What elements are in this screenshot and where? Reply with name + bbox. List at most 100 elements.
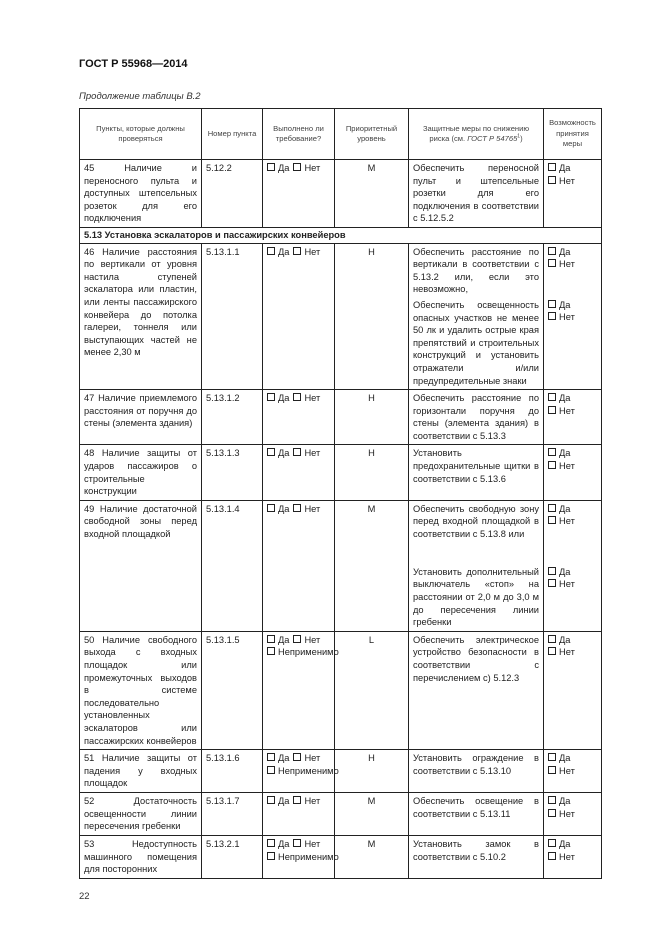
checkbox-yes[interactable]: Да (548, 634, 570, 647)
checkbox-box-icon[interactable] (548, 851, 556, 860)
checkbox-box-icon[interactable] (267, 246, 275, 255)
checkbox-no[interactable]: Нет (548, 258, 575, 271)
checkbox-yes[interactable]: Да (548, 752, 570, 765)
table-header-row: Пункты, которые должны проверяться Номер… (79, 108, 602, 160)
checkbox-box-icon[interactable] (548, 503, 556, 512)
checkbox-label: Да (278, 838, 290, 849)
checkbox-box-icon[interactable] (267, 838, 275, 847)
checkbox-label: Да (278, 634, 290, 645)
checkbox-yes[interactable]: Да (548, 566, 570, 579)
checkbox-box-icon[interactable] (267, 163, 275, 171)
checkbox-box-icon[interactable] (293, 246, 302, 255)
checkbox-yes[interactable]: Да (548, 246, 570, 259)
checkbox-no[interactable]: Нет (548, 311, 575, 324)
checkbox-box-icon[interactable] (267, 647, 275, 656)
checkbox-no[interactable]: Нет (293, 503, 320, 516)
checkbox-box-icon[interactable] (548, 634, 556, 643)
checkbox-box-icon[interactable] (267, 796, 275, 805)
checkbox-no[interactable]: Нет (548, 646, 575, 659)
checkbox-no[interactable]: Нет (293, 838, 320, 851)
checkbox-box-icon[interactable] (548, 516, 556, 525)
checkbox-box-icon[interactable] (548, 838, 556, 847)
checkbox-box-icon[interactable] (548, 765, 556, 774)
checkbox-no[interactable]: Нет (548, 851, 575, 864)
checkbox-na[interactable]: Неприменимо (267, 646, 339, 659)
checkbox-no[interactable]: Нет (548, 578, 575, 591)
checkbox-box-icon[interactable] (548, 647, 556, 656)
checkbox-box-icon[interactable] (548, 566, 556, 575)
checkbox-no[interactable]: Нет (293, 634, 320, 647)
checkbox-no[interactable]: Нет (548, 808, 575, 821)
checkbox-yes[interactable]: Да (267, 392, 289, 405)
checkbox-no[interactable]: Нет (548, 460, 575, 473)
checkbox-yes[interactable]: Да (267, 838, 289, 851)
checkbox-yes[interactable]: Да (548, 447, 570, 460)
checkbox-box-icon[interactable] (267, 634, 275, 643)
checkbox-no[interactable]: Нет (293, 392, 320, 405)
checkbox-yes[interactable]: Да (267, 634, 289, 647)
checkbox-yes[interactable]: Да (548, 299, 570, 312)
checkbox-box-icon[interactable] (548, 753, 556, 762)
checkbox-box-icon[interactable] (548, 175, 556, 184)
checkbox-na[interactable]: Неприменимо (267, 851, 339, 864)
checkbox-no[interactable]: Нет (293, 246, 320, 259)
checkbox-no[interactable]: Нет (293, 752, 320, 765)
checkbox-box-icon[interactable] (293, 393, 302, 402)
checkbox-box-icon[interactable] (267, 503, 275, 512)
checkbox-yes[interactable]: Да (548, 838, 570, 851)
checkbox-box-icon[interactable] (267, 448, 275, 457)
checkbox-label: Нет (304, 246, 321, 257)
checkbox-box-icon[interactable] (293, 448, 302, 457)
checkbox-yes[interactable]: Да (267, 795, 289, 808)
checkbox-box-icon[interactable] (267, 753, 275, 762)
checkbox-yes[interactable]: Да (267, 752, 289, 765)
table-row: 52 Достаточность освещенности линии пере… (79, 792, 602, 836)
checkbox-yes[interactable]: Да (548, 503, 570, 516)
checkbox-no[interactable]: Нет (548, 765, 575, 778)
checkbox-no[interactable]: Нет (293, 447, 320, 460)
checkbox-box-icon[interactable] (293, 163, 302, 171)
section-title: 5.13 Установка эскалаторов и пассажирски… (79, 226, 602, 244)
checkbox-no[interactable]: Нет (548, 175, 575, 188)
table-row: 50 Наличие свободного выхода с входных п… (79, 630, 602, 751)
checkbox-yes[interactable]: Да (267, 503, 289, 516)
checkbox-box-icon[interactable] (548, 579, 556, 588)
checkbox-box-icon[interactable] (548, 393, 556, 402)
checkbox-no[interactable]: Нет (293, 795, 320, 808)
checkbox-no[interactable]: Нет (293, 162, 320, 175)
possible-checkboxes: ДаНет (548, 503, 597, 563)
checkbox-box-icon[interactable] (293, 503, 302, 512)
checkbox-yes[interactable]: Да (267, 246, 289, 259)
checkbox-box-icon[interactable] (293, 796, 302, 805)
checkbox-label: Нет (559, 765, 575, 776)
checkbox-no[interactable]: Нет (548, 405, 575, 418)
checkbox-yes[interactable]: Да (548, 392, 570, 405)
checkbox-box-icon[interactable] (293, 838, 302, 847)
checkbox-box-icon[interactable] (548, 461, 556, 470)
checkbox-label: Да (278, 246, 290, 257)
checkbox-box-icon[interactable] (548, 808, 556, 817)
checkbox-box-icon[interactable] (548, 259, 556, 268)
checkbox-box-icon[interactable] (548, 405, 556, 414)
checkbox-box-icon[interactable] (267, 765, 275, 774)
checkbox-box-icon[interactable] (267, 851, 275, 860)
possible-checkboxes: ДаНет (548, 795, 597, 820)
checkbox-yes[interactable]: Да (267, 447, 289, 460)
checkbox-yes[interactable]: Да (548, 795, 570, 808)
checkbox-box-icon[interactable] (548, 299, 556, 308)
checkbox-box-icon[interactable] (548, 448, 556, 457)
checkbox-box-icon[interactable] (293, 753, 302, 762)
checkbox-na[interactable]: Неприменимо (267, 765, 339, 778)
checkbox-box-icon[interactable] (293, 634, 302, 643)
checkbox-box-icon[interactable] (548, 796, 556, 805)
checkbox-yes[interactable]: Да (548, 162, 570, 175)
checkbox-box-icon[interactable] (267, 393, 275, 402)
checkbox-no[interactable]: Нет (548, 515, 575, 528)
protective-measure: Обеспечить свободную зону перед входной … (413, 503, 539, 540)
checkbox-label: Да (278, 753, 290, 764)
checkbox-box-icon[interactable] (548, 246, 556, 255)
checkbox-box-icon[interactable] (548, 163, 556, 171)
checkbox-yes[interactable]: Да (267, 162, 289, 175)
checkbox-group: Да Нет (548, 566, 597, 591)
checkbox-box-icon[interactable] (548, 312, 556, 321)
